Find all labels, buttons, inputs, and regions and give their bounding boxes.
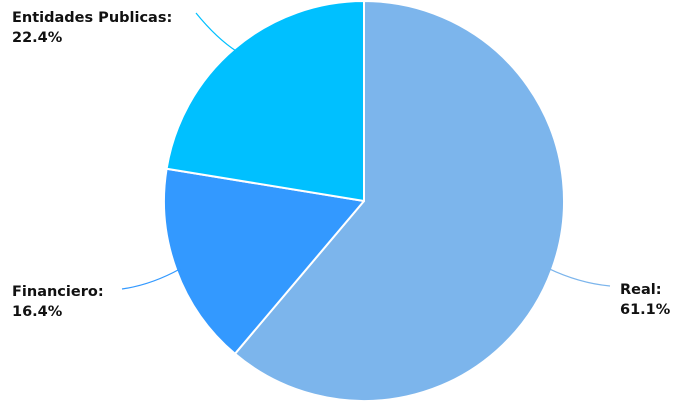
pie-slice-entidades-publicas[interactable]: [165, 0, 365, 202]
data-label-name: Real:: [620, 282, 662, 298]
data-label-real: Real: 61.1%: [620, 282, 671, 318]
label-connectors: [121, 12, 611, 290]
connector-real: [547, 267, 611, 287]
data-label-name: Entidades Publicas:: [12, 10, 172, 26]
data-label-name: Financiero:: [12, 284, 104, 300]
connector-entidades-publicas: [195, 12, 238, 53]
connector-financiero: [121, 268, 181, 290]
data-label-financiero: Financiero: 16.4%: [12, 284, 104, 320]
data-label-percent: 22.4%: [12, 30, 63, 46]
data-label-percent: 16.4%: [12, 304, 63, 320]
pie-slices: [163, 0, 566, 401]
data-label-percent: 61.1%: [620, 302, 671, 318]
slice-labels: Real: 61.1% Financiero: 16.4% Entidades Publ…: [12, 10, 671, 320]
data-label-entidades-publicas: Entidades Publicas: 22.4%: [12, 10, 172, 46]
